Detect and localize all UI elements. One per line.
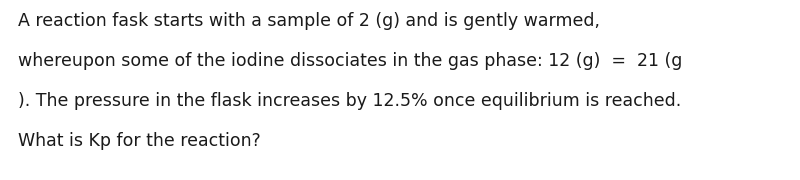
Text: whereupon some of the iodine dissociates in the gas phase: 12 (g)  =  21 (g: whereupon some of the iodine dissociates…	[18, 52, 682, 70]
Text: A reaction fask starts with a sample of 2 (g) and is gently warmed,: A reaction fask starts with a sample of …	[18, 12, 600, 30]
Text: ). The pressure in the flask increases by 12.5% once equilibrium is reached.: ). The pressure in the flask increases b…	[18, 92, 682, 110]
Text: What is Kp for the reaction?: What is Kp for the reaction?	[18, 132, 261, 150]
